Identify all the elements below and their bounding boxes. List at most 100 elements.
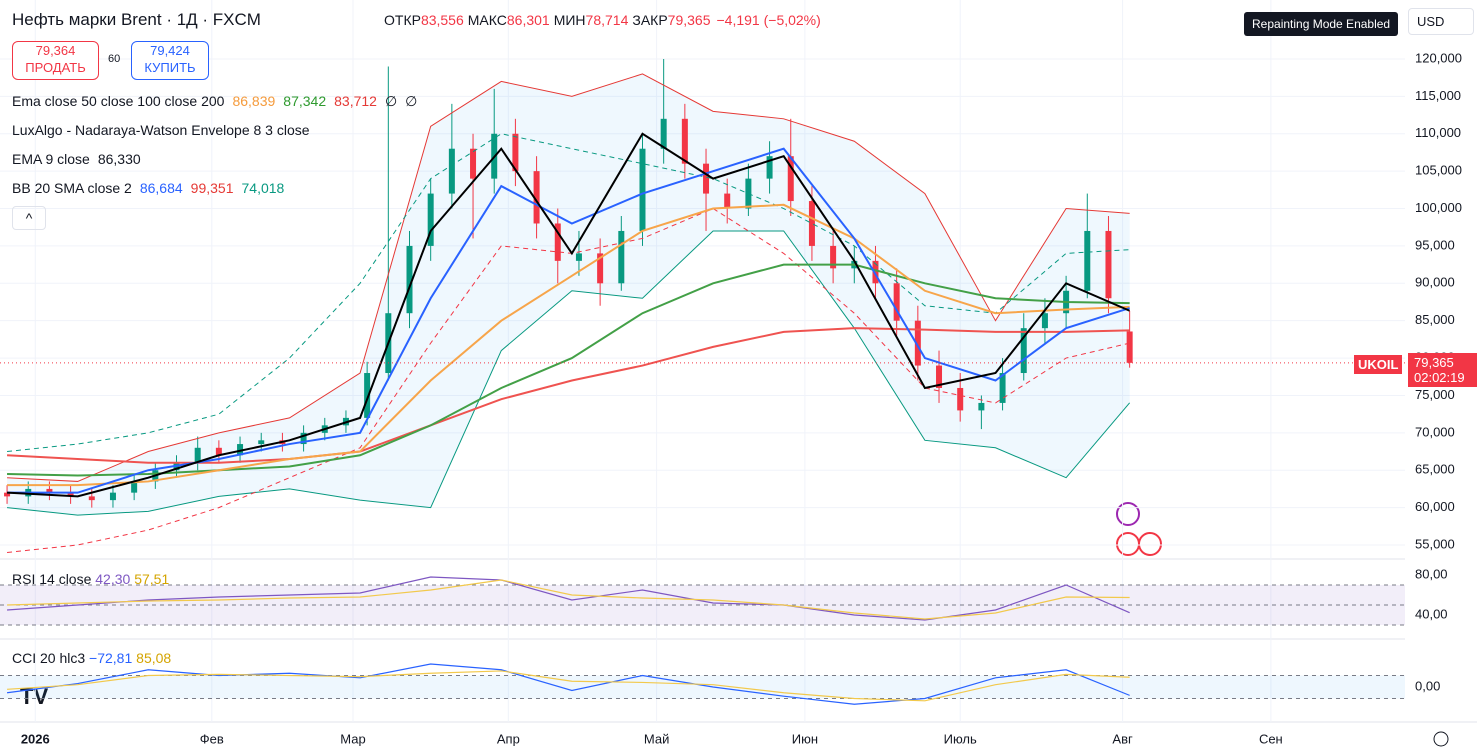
candle-body bbox=[237, 444, 244, 456]
settings-icon[interactable] bbox=[1433, 731, 1449, 747]
x-tick-label: Июль bbox=[944, 731, 977, 746]
candle-body bbox=[575, 253, 582, 261]
candle-body bbox=[533, 171, 540, 224]
candle-body bbox=[67, 492, 74, 497]
cci-value: −72,81 bbox=[89, 650, 133, 666]
ohlc-value: 83,556 bbox=[420, 12, 464, 28]
band-fill bbox=[0, 675, 1405, 699]
candle-body bbox=[364, 373, 371, 418]
sell-price: 79,364 bbox=[35, 43, 76, 58]
oscillator-line bbox=[7, 670, 1130, 702]
flag-icon[interactable] bbox=[1138, 532, 1162, 556]
candle-body bbox=[724, 193, 731, 209]
y-tick-label: 105,000 bbox=[1415, 163, 1462, 178]
change: −4,191 (−5,02%) bbox=[716, 12, 821, 28]
y-tick-label: 95,000 bbox=[1415, 237, 1455, 252]
candle-body bbox=[830, 245, 837, 269]
sell-label: ПРОДАТЬ bbox=[25, 60, 86, 75]
legend-value: 87,342 bbox=[283, 93, 327, 109]
ohlc-value: 78,714 bbox=[585, 12, 629, 28]
candle-body bbox=[703, 163, 710, 194]
candle-body bbox=[1105, 230, 1112, 299]
oscillator-line bbox=[6, 663, 1130, 705]
y-tick-label: 55,000 bbox=[1415, 536, 1455, 551]
candle-body bbox=[470, 148, 477, 179]
currency[interactable]: USD bbox=[1408, 8, 1474, 35]
indicator-line bbox=[7, 133, 1130, 453]
candle-body bbox=[427, 193, 434, 246]
candle-body bbox=[597, 253, 604, 284]
indicator-line bbox=[7, 230, 1131, 516]
candle-body bbox=[681, 118, 688, 164]
candle-body bbox=[88, 496, 95, 501]
candle-body bbox=[787, 156, 794, 202]
candle-body bbox=[554, 223, 561, 261]
last-price: 79,365 bbox=[1414, 355, 1454, 370]
y-tick-label: 0,00 bbox=[1415, 678, 1440, 693]
buy-button[interactable]: 79,424 КУПИТЬ bbox=[131, 41, 209, 80]
countdown: 02:02:19 bbox=[1414, 370, 1465, 385]
ohlc-value: 79,365 bbox=[667, 12, 711, 28]
badge: Repainting Mode Enabled bbox=[1244, 12, 1399, 36]
y-tick-label: 75,000 bbox=[1415, 387, 1455, 402]
oscillator-line bbox=[7, 579, 1130, 620]
legend-title: LuxAlgo - Nadaraya-Watson Envelope 8 3 c… bbox=[12, 122, 310, 138]
candle-body bbox=[4, 492, 11, 497]
event-icon[interactable] bbox=[1116, 502, 1140, 526]
legend-row: Ema close 50 close 100 close 200 86,839 87… bbox=[12, 93, 425, 110]
spread: 60 bbox=[108, 53, 121, 65]
ohlc-value: 86,301 bbox=[506, 12, 550, 28]
y-tick-label: 100,000 bbox=[1415, 200, 1462, 215]
y-tick-label: 70,000 bbox=[1415, 424, 1455, 439]
cci-title: CCI 20 hlc3 −72,81 85,08 bbox=[12, 650, 171, 666]
x-tick-label: Мар bbox=[340, 731, 365, 746]
y-tick-label: 115,000 bbox=[1415, 88, 1461, 103]
legend-title: BB 20 SMA close 2 bbox=[12, 180, 132, 196]
legend-value: ∅ bbox=[384, 93, 398, 109]
legend-value: 86,684 bbox=[139, 180, 183, 196]
symbol-label: UKOIL bbox=[1354, 355, 1403, 374]
x-tick-label: Апр bbox=[497, 731, 520, 746]
legend-value: 83,712 bbox=[334, 93, 377, 109]
indicator-line bbox=[7, 263, 1130, 477]
legend-value: 74,018 bbox=[241, 180, 285, 196]
buy-label: КУПИТЬ bbox=[144, 60, 196, 75]
legend-value: ∅ bbox=[405, 93, 418, 109]
symbol: Нефть марки Brent · 1Д · FXCM bbox=[12, 10, 261, 29]
candle-body bbox=[999, 373, 1006, 403]
candle-body bbox=[215, 447, 222, 456]
candle-body bbox=[300, 432, 307, 445]
legend-value: 86,330 bbox=[97, 151, 141, 167]
price-label: 79,365 02:02:19 bbox=[1408, 353, 1477, 387]
legend-value: 86,839 bbox=[232, 93, 276, 109]
ohlc-label: ЗАКР bbox=[632, 12, 668, 28]
candle-body bbox=[893, 283, 900, 321]
candle-body bbox=[1084, 230, 1091, 291]
candle-body bbox=[660, 118, 667, 149]
candle-body bbox=[1020, 328, 1027, 374]
candle-body bbox=[618, 230, 625, 284]
candle-body bbox=[872, 260, 879, 284]
legend-value: 99,351 bbox=[190, 180, 234, 196]
y-tick-label: 110,000 bbox=[1415, 125, 1461, 140]
cci-name: CCI 20 hlc3 bbox=[12, 650, 86, 666]
band-fill bbox=[7, 73, 1130, 516]
indicator-line bbox=[7, 203, 1130, 487]
indicator-line bbox=[7, 73, 1130, 482]
candle-body bbox=[957, 387, 964, 411]
indicator-line bbox=[7, 132, 1131, 498]
ohlc-label: ОТКР bbox=[384, 12, 421, 28]
x-tick-label: Фев bbox=[200, 731, 224, 746]
sell-button[interactable]: 79,364 ПРОДАТЬ bbox=[12, 41, 99, 80]
legend-title: EMA 9 close bbox=[12, 151, 90, 167]
flag-icon[interactable] bbox=[1116, 532, 1140, 556]
collapse-button[interactable]: ^ bbox=[12, 206, 46, 230]
candle-body bbox=[766, 156, 773, 179]
candle-body bbox=[46, 488, 53, 493]
candle-body bbox=[914, 320, 921, 366]
candle-body bbox=[512, 133, 519, 172]
candle-body bbox=[194, 447, 201, 463]
legend-title: Ema close 50 close 100 close 200 bbox=[12, 93, 225, 109]
y-tick-label: 40,00 bbox=[1415, 606, 1448, 621]
